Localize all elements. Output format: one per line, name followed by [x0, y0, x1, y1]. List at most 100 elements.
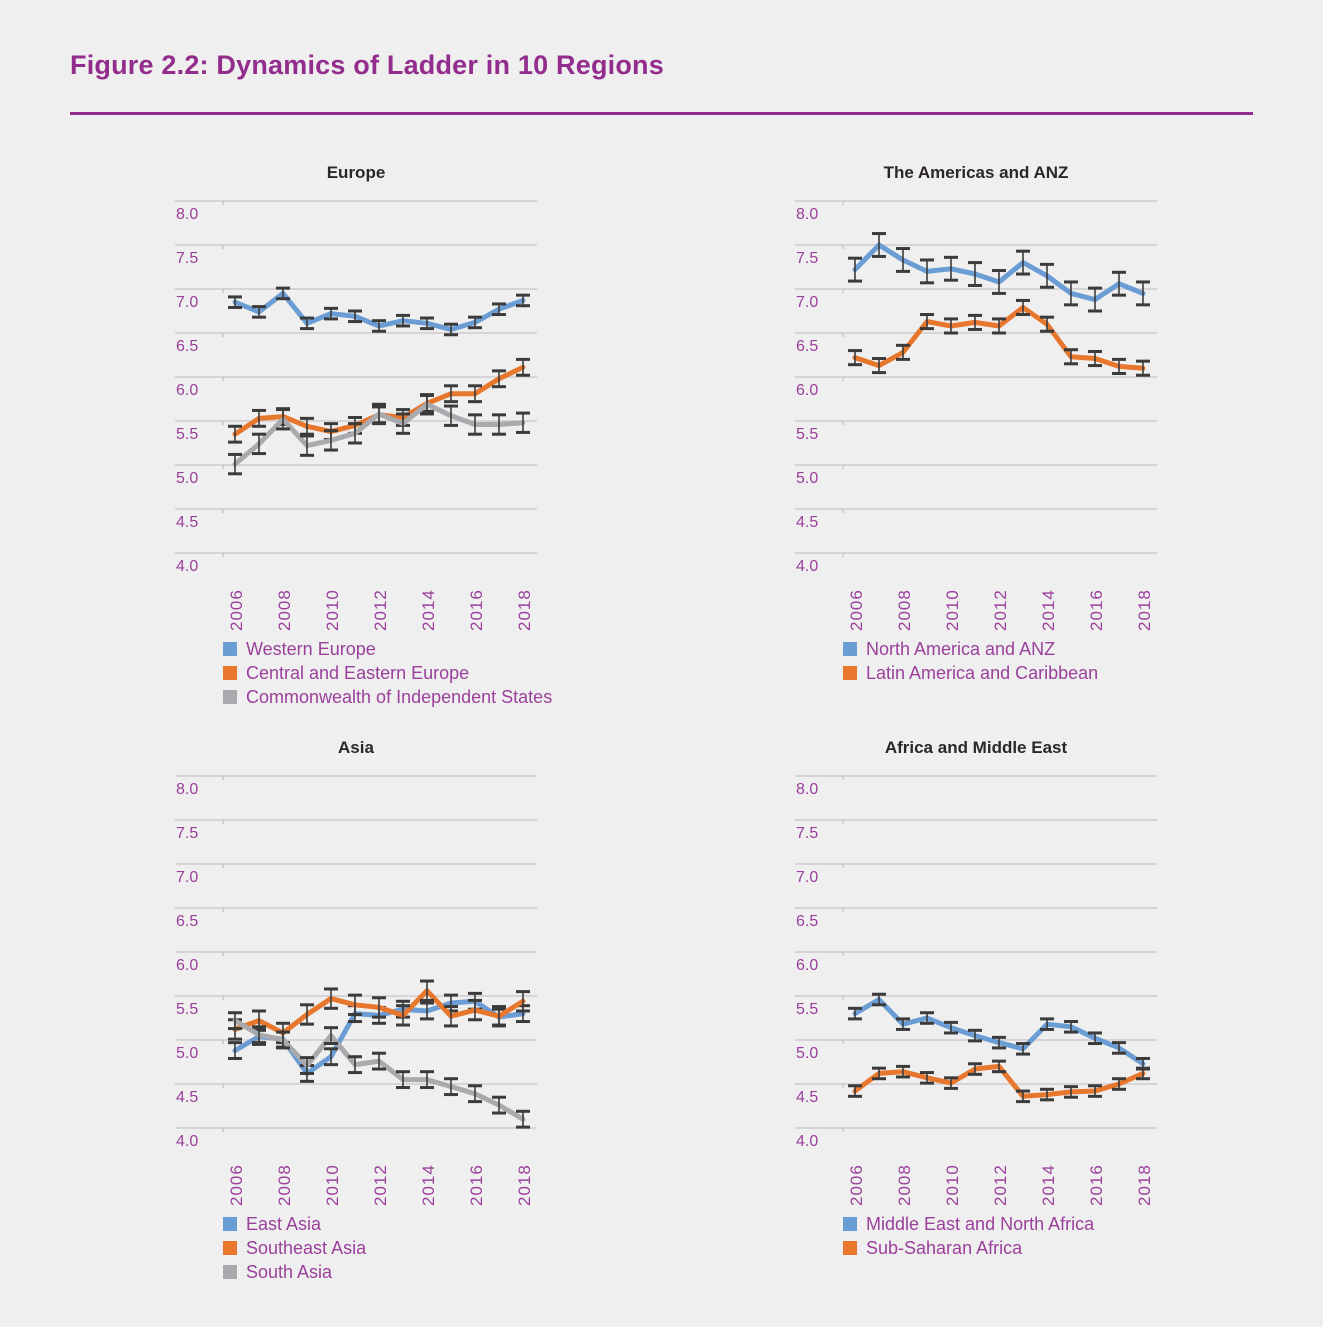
y-axis-label: 7.5: [796, 825, 818, 842]
x-axis-label: 2018: [515, 1164, 534, 1206]
chart-plot: 8.0 7.5 7.0 6.5 6.0 5.5 5.0 4.5 4.0 2006 2008 2010 2…: [795, 775, 1157, 1206]
legend-swatch: [843, 666, 857, 680]
legend-label: Commonwealth of Independent States: [246, 687, 553, 707]
y-axis-label: 6.5: [176, 913, 198, 930]
legend-label: Latin America and Caribbean: [866, 663, 1099, 683]
legend-item: Western Europe: [223, 637, 552, 661]
x-axis-label: 2018: [1135, 589, 1154, 631]
y-axis-label: 4.5: [176, 1089, 198, 1106]
y-axis-label: 7.0: [176, 869, 198, 886]
legend-swatch: [223, 690, 237, 704]
legend-swatch: [223, 666, 237, 680]
chart-plot: 8.0 7.5 7.0 6.5 6.0 5.5 5.0 4.5 4.0 2006 2008 2010 2…: [175, 200, 537, 631]
x-axis-label: 2006: [847, 1164, 866, 1206]
chart-plot: 8.0 7.5 7.0 6.5 6.0 5.5 5.0 4.5 4.0 2006 2008 2010 2…: [175, 775, 537, 1206]
y-axis-label: 6.0: [796, 382, 818, 399]
legend-item: Sub-Saharan Africa: [843, 1236, 1094, 1260]
y-axis-label: 6.5: [796, 913, 818, 930]
x-axis-label: 2010: [943, 589, 962, 631]
legend-swatch: [223, 1241, 237, 1255]
y-axis-label: 6.5: [796, 338, 818, 355]
legend-swatch: [223, 1217, 237, 1231]
y-axis-label: 4.0: [176, 558, 198, 575]
x-axis-label: 2010: [943, 1164, 962, 1206]
x-axis-label: 2014: [1039, 589, 1058, 631]
y-axis-label: 5.0: [796, 1045, 818, 1062]
chart-title: Africa and Middle East: [884, 738, 1068, 757]
chart-panel-2: The Americas and ANZ 8.0 7.5 7.0 6.5 6.0 5.5 5.…: [780, 163, 1200, 738]
legend-item: East Asia: [223, 1212, 366, 1236]
y-axis-label: 7.5: [176, 250, 198, 267]
chart-plot: 8.0 7.5 7.0 6.5 6.0 5.5 5.0 4.5 4.0 2006 2008 2010 2…: [795, 200, 1157, 631]
legend-label: Sub-Saharan Africa: [866, 1238, 1023, 1258]
error-bars-series-1: [228, 286, 530, 337]
legend-item: Latin America and Caribbean: [843, 661, 1098, 685]
chart-legend: North America and ANZ Latin America and C…: [843, 637, 1098, 685]
y-axis-label: 5.5: [796, 1001, 818, 1018]
y-axis-label: 8.0: [176, 206, 198, 223]
x-axis-label: 2018: [1135, 1164, 1154, 1206]
y-axis-label: 8.0: [176, 781, 198, 798]
title-rule: [70, 112, 1253, 115]
legend-swatch: [223, 642, 237, 656]
y-axis-label: 6.0: [796, 957, 818, 974]
legend-label: Southeast Asia: [246, 1238, 367, 1258]
chart-title: Asia: [338, 738, 374, 757]
x-axis-label: 2016: [1087, 589, 1106, 631]
legend-swatch: [223, 1265, 237, 1279]
x-axis-label: 2012: [991, 1164, 1010, 1206]
y-axis-label: 6.0: [176, 382, 198, 399]
y-axis-label: 7.0: [176, 294, 198, 311]
legend-label: Middle East and North Africa: [866, 1214, 1095, 1234]
y-axis-label: 6.5: [176, 338, 198, 355]
y-axis-label: 4.0: [796, 1133, 818, 1150]
y-axis-label: 8.0: [796, 781, 818, 798]
chart-title: Europe: [326, 163, 386, 182]
legend-item: Commonwealth of Independent States: [223, 685, 552, 709]
y-axis-label: 5.5: [176, 426, 198, 443]
x-axis-label: 2016: [467, 1164, 486, 1206]
y-axis-label: 6.0: [176, 957, 198, 974]
legend-label: Central and Eastern Europe: [246, 663, 470, 683]
y-axis-label: 5.5: [796, 426, 818, 443]
y-axis-label: 5.0: [176, 470, 198, 487]
legend-item: North America and ANZ: [843, 637, 1098, 661]
legend-item: South Asia: [223, 1260, 366, 1284]
y-axis-label: 4.0: [176, 1133, 198, 1150]
x-axis-label: 2014: [1039, 1164, 1058, 1206]
y-axis-label: 5.5: [176, 1001, 198, 1018]
x-axis-label: 2014: [419, 1164, 438, 1206]
legend-swatch: [843, 642, 857, 656]
x-axis-label: 2006: [227, 1164, 246, 1206]
legend-label: East Asia: [246, 1214, 322, 1234]
x-axis-label: 2010: [323, 1164, 342, 1206]
legend-item: Southeast Asia: [223, 1236, 366, 1260]
error-bars-series-1: [848, 992, 1150, 1071]
x-axis-label: 2006: [227, 589, 246, 631]
legend-item: Central and Eastern Europe: [223, 661, 552, 685]
y-axis-label: 8.0: [796, 206, 818, 223]
figure-title: Figure 2.2: Dynamics of Ladder in 10 Reg…: [70, 50, 664, 80]
x-axis-label: 2012: [991, 589, 1010, 631]
x-axis-label: 2018: [515, 589, 534, 631]
chart-panel-3: Asia 8.0 7.5 7.0 6.5 6.0 5.5 5.0 4.5 4.0 2006 2008 2…: [160, 738, 580, 1313]
x-axis-label: 2008: [895, 589, 914, 631]
x-axis-label: 2008: [275, 589, 294, 631]
chart-panel-1: Europe 8.0 7.5 7.0 6.5 6.0 5.5 5.0 4.5 4.0 2006 200…: [160, 163, 580, 738]
chart-title: The Americas and ANZ: [883, 163, 1069, 182]
legend-label: North America and ANZ: [866, 639, 1056, 659]
y-axis-label: 7.0: [796, 869, 818, 886]
legend-item: Middle East and North Africa: [843, 1212, 1094, 1236]
legend-swatch: [843, 1217, 857, 1231]
chart-legend: Western Europe Central and Eastern Europe…: [223, 637, 552, 709]
error-bars-series-2: [848, 298, 1150, 377]
y-axis-label: 4.5: [796, 514, 818, 531]
y-axis-label: 4.5: [176, 514, 198, 531]
y-axis-label: 5.0: [176, 1045, 198, 1062]
chart-panel-4: Africa and Middle East 8.0 7.5 7.0 6.5 6.0 5.5…: [780, 738, 1200, 1313]
y-axis-label: 7.5: [796, 250, 818, 267]
x-axis-label: 2012: [371, 589, 390, 631]
x-axis-label: 2014: [419, 589, 438, 631]
legend-label: Western Europe: [246, 639, 376, 659]
error-bars-series-3: [228, 393, 530, 476]
